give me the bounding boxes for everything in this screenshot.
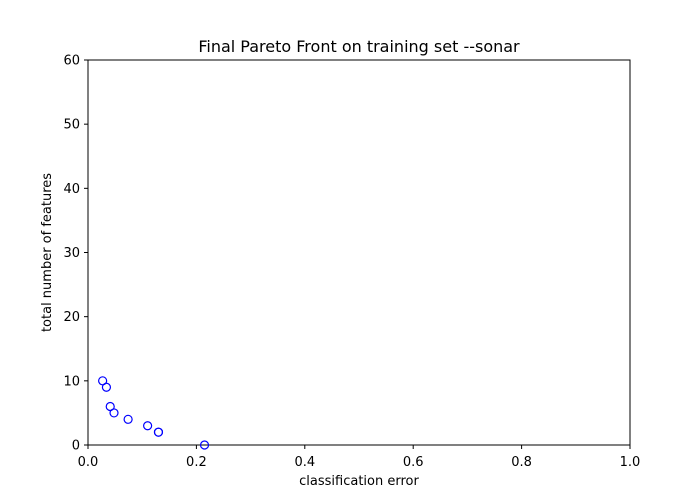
y-tick-label: 20	[63, 310, 80, 325]
x-tick-label: 0.8	[511, 455, 532, 470]
data-point	[123, 414, 133, 424]
y-axis-label: total number of features	[40, 173, 55, 332]
x-tick-label: 0.4	[294, 455, 315, 470]
x-tick-label: 1.0	[620, 455, 641, 470]
y-tick-label: 50	[63, 118, 80, 133]
y-tick-label: 40	[63, 182, 80, 197]
x-tick-label: 0.2	[186, 455, 207, 470]
chart-title: Final Pareto Front on training set --son…	[198, 37, 520, 56]
data-point	[153, 427, 164, 437]
y-tick-label: 0	[72, 439, 80, 454]
x-axis: 0.0 0.2 0.4 0.6 0.8 1.0	[78, 445, 641, 470]
scatter-points	[98, 376, 210, 450]
x-tick-label: 0.0	[78, 455, 99, 470]
y-axis: 0 10 20 30 40 50 60	[63, 54, 88, 454]
x-axis-label: classification error	[299, 474, 419, 489]
plot-area	[87, 59, 631, 446]
y-tick-label: 30	[63, 246, 80, 261]
data-point	[143, 421, 153, 431]
data-point	[101, 382, 112, 392]
y-tick-label: 10	[63, 374, 80, 389]
data-point	[109, 408, 119, 418]
y-tick-label: 60	[63, 54, 80, 69]
data-point	[199, 440, 210, 450]
x-tick-label: 0.6	[403, 455, 424, 470]
